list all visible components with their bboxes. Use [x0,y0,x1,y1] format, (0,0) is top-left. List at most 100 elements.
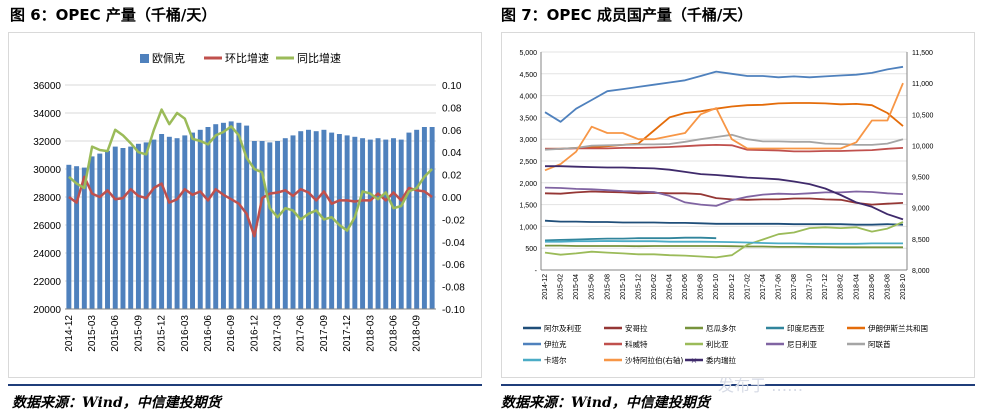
bar-opec [367,139,373,309]
y2-tick-label: 0.02 [442,171,462,182]
x-tick-label: 2015-09 [133,315,144,352]
x-tick-label: 2015-04 [573,274,580,300]
y2-tick-label: -0.10 [442,305,465,316]
y-tick-label: 22000 [33,277,61,288]
y2-tick-label: 0.08 [442,103,462,114]
legend-label: 利比亚 [706,339,729,349]
y2-tick-label: -0.04 [442,238,465,249]
x-tick-label: 2017-04 [760,274,767,300]
bar-opec [190,132,196,309]
x-tick-label: 2018-08 [884,274,891,300]
right-divider [501,384,975,386]
x-tick-label: 2016-12 [249,315,260,352]
y-tick-label: 4,000 [519,94,537,101]
bar-opec [228,121,234,310]
y2-tick-label: 8,500 [912,237,930,244]
bar-opec [421,127,427,309]
line-mom [68,175,433,238]
bar-opec [143,142,149,309]
y2-tick-label: 0.10 [442,81,462,92]
left-divider [8,384,482,386]
x-tick-label: 2016-03 [180,315,191,352]
legend-label: 伊拉克 [544,339,567,349]
x-tick-label: 2017-08 [791,274,798,300]
x-tick-label: 2017-12 [342,315,353,352]
series-line [544,221,904,259]
legend-label: 委内瑞拉 [706,355,736,365]
y-tick-label: 30000 [33,165,61,176]
y2-tick-label: 0.04 [442,148,462,159]
series-line [544,219,904,226]
left-chart: 20000 22000 24000 26000 28000 30000 32000 34000… [8,32,482,378]
y-tick-label: 3,000 [519,137,537,144]
bar-opec [360,138,366,309]
y2-tick-label: 10,000 [912,143,934,150]
x-tick-label: 2018-04 [853,274,860,300]
bar-opec [352,136,358,309]
x-tick-label: 2015-12 [635,274,642,300]
x-tick-label: 2016-08 [698,274,705,300]
bar-opec [128,146,134,309]
bar-opec [105,150,110,309]
series-line [545,165,904,221]
bar-opec [213,124,219,309]
series-line [544,186,904,207]
series-line [544,133,904,151]
legend-label: 印度尼西亚 [787,323,825,333]
y-tick-label: 20000 [33,305,61,316]
bar-opec [135,143,141,309]
x-tick-label: 2017-03 [273,315,284,352]
y2-tick-label: -0.08 [442,283,465,294]
x-tick-label: 2015-02 [558,274,565,300]
x-tick-label: 2014-12 [64,315,75,352]
x-tick-label: 2015-06 [589,274,596,300]
x-tick-label: 2016-06 [203,315,214,352]
bar-opec [251,141,257,309]
y-tick-label: 1,000 [519,224,537,231]
bar-opec [120,148,126,309]
x-tick-label: 2016-02 [651,274,658,300]
y2-tick-label: 0.00 [442,193,462,204]
line-yoy [68,108,433,232]
x-tick-label: 2017-09 [319,315,330,352]
bar-opec [159,134,165,309]
y-tick-label: 26000 [33,221,61,232]
bar-opec [391,138,396,309]
x-tick-label: 2015-03 [87,315,98,352]
x-tick-label: 2016-12 [729,274,736,300]
bar-opec [344,135,350,309]
bar-opec [336,134,342,309]
bar-opec [275,141,281,309]
y2-tick-label: 9,500 [912,175,930,182]
x-tick-label: 2014-12 [542,274,549,300]
legend-label: 厄瓜多尔 [706,323,736,333]
y2-tick-label: 10,500 [912,112,934,119]
watermark: 发布于 …… [718,376,804,395]
x-tick-label: 2017-06 [775,274,782,300]
legend-label-mom: 环比增速 [225,51,269,65]
x-tick-label: 2015-08 [604,274,611,300]
x-tick-label: 2016-09 [226,315,237,352]
bar-opec [197,129,203,309]
x-tick-label: 2018-06 [388,315,399,352]
y-tick-label: 2,500 [519,159,537,166]
left-chart-title: 图 6：OPEC 产量（千桶/天） [10,6,217,24]
legend-label: 沙特阿拉伯(右轴) [625,355,683,365]
bar-opec [97,153,103,309]
bar-opec [259,141,265,309]
legend-marker: × [691,356,698,365]
legend-label: 阿联酋 [868,339,891,349]
bar-opec [414,129,420,309]
y-tick-label: 500 [525,246,537,253]
bar-opec [429,127,435,309]
y-tick-label: 34000 [33,109,61,120]
y-tick-label: 32000 [33,137,61,148]
y2-tick-label: -0.02 [442,215,465,226]
right-chart-title: 图 7：OPEC 成员国产量（千桶/天） [501,6,753,24]
legend-label: 阿尔及利亚 [544,323,582,333]
y-tick-label: - [535,268,538,275]
x-tick-label: 2016-04 [667,274,674,300]
y-tick-label: 4,500 [519,72,537,79]
right-source-note: 数据来源：Wind，中信建投期货 [501,395,710,411]
legend-label-opec: 欧佩克 [152,51,185,65]
